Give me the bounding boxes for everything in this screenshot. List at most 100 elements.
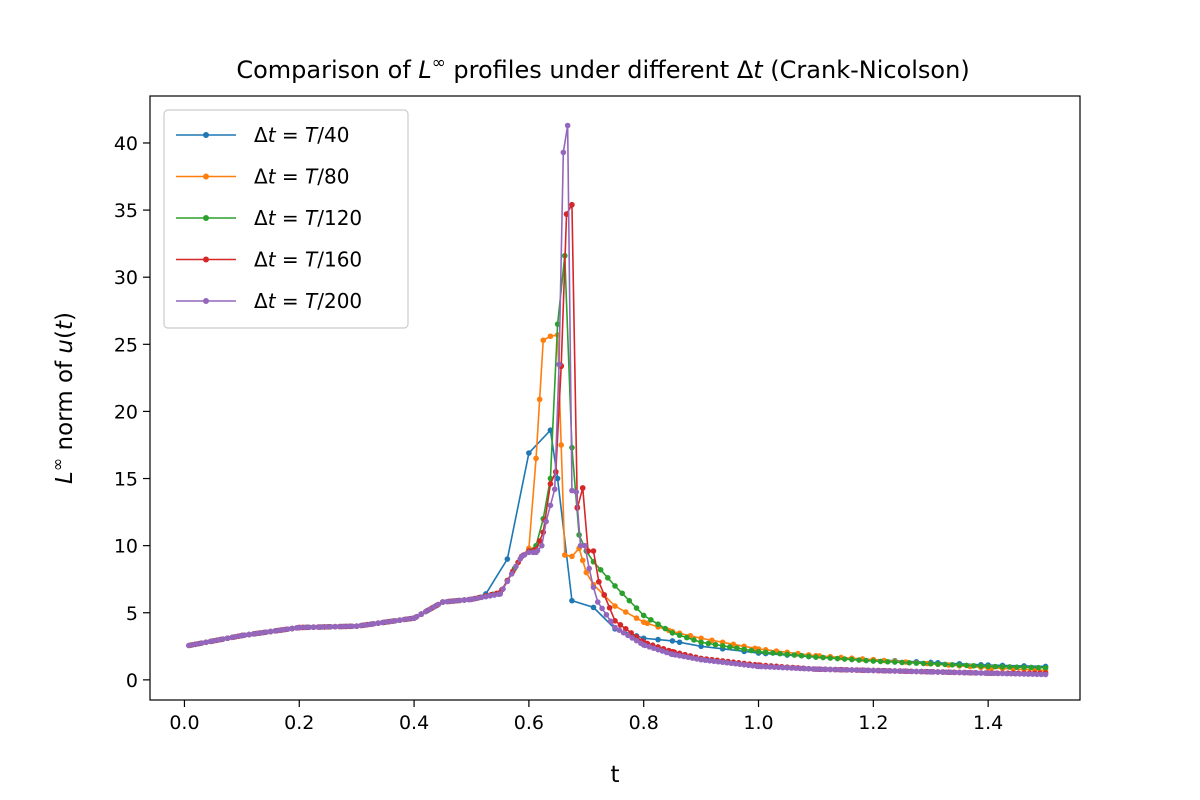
series-point [705, 640, 712, 647]
series-point [689, 655, 696, 661]
series-point [767, 664, 773, 670]
series-point [302, 624, 308, 631]
series-point [724, 659, 730, 666]
series-point [920, 660, 927, 667]
series-point [612, 583, 618, 589]
series-point [582, 542, 588, 549]
series-point [340, 623, 347, 630]
series-point [1042, 671, 1049, 678]
series-point [526, 549, 532, 556]
series-point [762, 663, 769, 670]
series-point [633, 615, 640, 621]
series-point [676, 652, 683, 659]
series-point [935, 661, 941, 667]
series-point [474, 595, 481, 602]
series-point [986, 670, 993, 676]
series-point [607, 618, 614, 624]
series-point [633, 605, 640, 611]
series-point [319, 624, 326, 630]
series-point [497, 591, 503, 597]
series-point [629, 635, 636, 641]
series-point [698, 639, 704, 646]
series-point [659, 648, 666, 654]
series-point [603, 611, 610, 618]
series-point [263, 629, 270, 635]
series-point [985, 663, 991, 670]
series-point [561, 552, 568, 558]
legend: Δt = T/40 Δt = T/80 Δt = T/120 Δt = T/160 Δt… [163, 109, 409, 329]
series-point [1028, 664, 1034, 671]
series-point [745, 662, 752, 669]
series-point [969, 669, 976, 676]
series-point [612, 624, 618, 631]
series-point [427, 606, 433, 613]
series-point [798, 652, 805, 659]
series-point [620, 629, 627, 636]
chart-title: Comparison of L∞ profiles under differen… [236, 52, 969, 84]
series-point [823, 666, 829, 673]
series-point [797, 665, 803, 672]
series-point [727, 644, 733, 650]
series-point [1006, 664, 1013, 670]
legend-frame [163, 109, 409, 329]
series-point [539, 542, 545, 549]
series-point [965, 669, 971, 676]
series-point [470, 596, 476, 602]
series-point [384, 619, 390, 625]
series-point [596, 579, 602, 585]
series-point [952, 669, 958, 676]
series-point [853, 667, 859, 673]
series-point [590, 548, 597, 554]
series-point [913, 668, 920, 675]
series-point [392, 617, 399, 624]
series-point [1035, 664, 1042, 671]
series-point [224, 635, 231, 642]
series-point [840, 666, 846, 673]
series-point [777, 650, 783, 657]
series-point [547, 502, 554, 509]
series-point [1038, 671, 1045, 678]
series-point [323, 624, 330, 630]
series-point [640, 612, 647, 619]
series-point [805, 665, 812, 672]
series-point [371, 620, 377, 627]
series-point [241, 632, 248, 638]
series-point [698, 643, 704, 650]
series-point [625, 632, 631, 639]
series-point [775, 664, 782, 671]
y-tick-label: 5 [126, 603, 138, 625]
series-point [207, 638, 214, 645]
series-point [284, 626, 291, 632]
series-point [1012, 670, 1019, 677]
series-point [536, 396, 543, 403]
series-point [267, 628, 274, 635]
series-point [622, 609, 629, 615]
series-point [788, 665, 795, 671]
series-point [1021, 664, 1027, 671]
legend-marker-2 [203, 173, 209, 180]
series-point [1004, 670, 1010, 677]
series-point [748, 647, 755, 654]
series-point [662, 625, 669, 632]
series-point [461, 597, 468, 603]
series-point [315, 624, 321, 630]
series-point [579, 557, 586, 564]
series-point [715, 658, 722, 665]
series-point [741, 661, 747, 668]
x-tick-label: 1.0 [743, 712, 773, 734]
series-5 [185, 122, 1049, 678]
series-point [870, 667, 877, 674]
series-point [978, 663, 984, 669]
series-point [533, 455, 539, 462]
series-point [644, 620, 651, 627]
series-point [956, 669, 963, 676]
series-point [272, 628, 278, 634]
series-point [328, 623, 334, 630]
series-point [857, 667, 864, 673]
y-tick-label: 25 [114, 334, 138, 356]
series-point [784, 651, 791, 658]
series-point [564, 122, 571, 129]
series-point [401, 616, 407, 623]
y-tick-label: 15 [114, 469, 138, 491]
